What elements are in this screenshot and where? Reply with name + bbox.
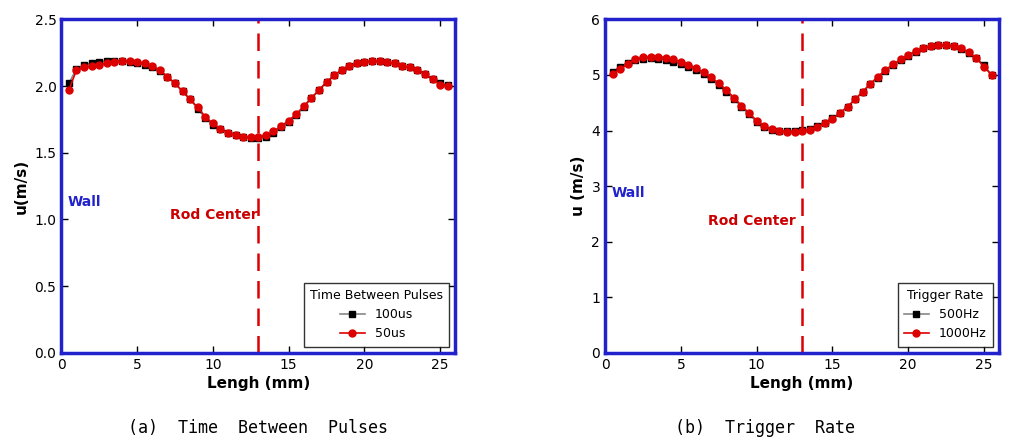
100us [442,82,454,87]
500Hz [690,67,702,73]
Text: (a)  Time  Between  Pulses: (a) Time Between Pulses [129,419,388,437]
100us [245,135,257,141]
500Hz [773,128,785,134]
500Hz [978,62,990,67]
Y-axis label: u (m/s): u (m/s) [570,156,586,216]
100us [154,69,166,74]
50us [184,97,197,102]
1000Hz [864,81,876,86]
100us [63,81,75,86]
100us [191,106,204,112]
Text: Rod Center: Rod Center [170,209,258,222]
500Hz [727,96,739,101]
1000Hz [690,66,702,71]
500Hz [887,62,900,67]
50us [191,105,204,110]
1000Hz [978,64,990,69]
50us [328,73,340,78]
100us [328,73,340,78]
50us [442,83,454,89]
Legend: 100us, 50us: 100us, 50us [304,283,449,347]
X-axis label: Lengh (mm): Lengh (mm) [207,376,310,391]
Line: 1000Hz: 1000Hz [609,41,995,135]
100us [435,81,447,86]
500Hz [720,89,732,94]
100us [100,58,112,64]
500Hz [932,42,944,48]
1000Hz [727,95,739,101]
500Hz [864,82,876,87]
Text: (b)  Trigger  Rate: (b) Trigger Rate [675,419,855,437]
50us [350,61,363,66]
50us [154,67,166,73]
1000Hz [720,87,732,93]
Legend: 500Hz, 1000Hz: 500Hz, 1000Hz [898,283,993,347]
1000Hz [781,129,793,134]
50us [435,82,447,87]
1000Hz [887,62,900,67]
Y-axis label: u(m/s): u(m/s) [14,158,29,213]
Line: 100us: 100us [66,57,451,142]
1000Hz [932,42,944,48]
50us [237,134,249,139]
1000Hz [986,72,998,78]
Text: Wall: Wall [68,195,101,209]
Text: Wall: Wall [611,186,644,200]
50us [115,58,128,64]
50us [63,87,75,93]
500Hz [986,72,998,78]
100us [350,61,363,66]
X-axis label: Lengh (mm): Lengh (mm) [751,376,854,391]
100us [184,97,197,102]
1000Hz [607,71,619,76]
Text: Rod Center: Rod Center [708,214,796,228]
500Hz [607,70,619,75]
Line: 500Hz: 500Hz [609,41,995,135]
Line: 50us: 50us [66,57,451,140]
